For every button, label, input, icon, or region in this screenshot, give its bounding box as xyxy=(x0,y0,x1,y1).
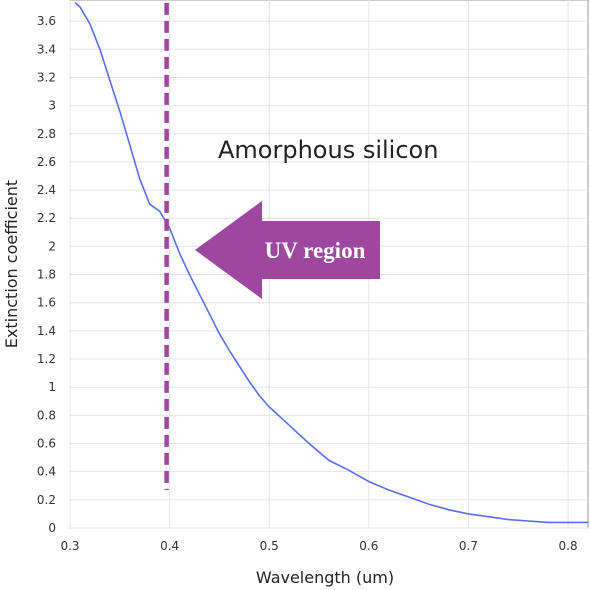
y-tick-label: 1.2 xyxy=(37,352,56,366)
y-tick-label: 0.2 xyxy=(37,493,56,507)
y-tick-label: 2.4 xyxy=(37,183,56,197)
y-axis-title: Extinction coefficient xyxy=(2,180,21,348)
y-tick-label: 0.8 xyxy=(37,408,56,422)
x-tick-label: 0.8 xyxy=(559,539,578,553)
x-tick-label: 0.5 xyxy=(260,539,279,553)
y-tick-label: 2.8 xyxy=(37,127,56,141)
y-tick-label: 3.4 xyxy=(37,42,56,56)
uv-region-label: UV region xyxy=(265,238,366,263)
y-tick-label: 0.6 xyxy=(37,437,56,451)
y-tick-label: 3.2 xyxy=(37,70,56,84)
tick-labels: 0.3 0.4 0.5 0.6 0.7 0.8 0 0.2 0.4 0.6 0.8 1 1.2 1.4 1.… xyxy=(37,14,578,553)
y-tick-label: 2.2 xyxy=(37,211,56,225)
x-tick-label: 0.4 xyxy=(160,539,179,553)
x-axis-title: Wavelength (um) xyxy=(256,568,394,587)
uv-region-arrow xyxy=(195,201,380,299)
y-tick-label: 1.6 xyxy=(37,296,56,310)
extinction-curve xyxy=(74,2,588,524)
amorphous-silicon-annotation: Amorphous silicon xyxy=(218,136,438,164)
y-tick-label: 1.8 xyxy=(37,268,56,282)
y-tick-label: 1 xyxy=(48,380,56,394)
y-tick-label: 2.6 xyxy=(37,155,56,169)
x-tick-label: 0.3 xyxy=(60,539,79,553)
x-tick-label: 0.7 xyxy=(459,539,478,553)
y-tick-label: 3 xyxy=(48,99,56,113)
y-tick-label: 0.4 xyxy=(37,465,56,479)
y-tick-label: 1.4 xyxy=(37,324,56,338)
y-tick-label: 0 xyxy=(48,521,56,535)
grid-lines xyxy=(69,0,588,529)
y-tick-label: 2 xyxy=(48,239,56,253)
x-tick-label: 0.6 xyxy=(359,539,378,553)
y-tick-label: 3.6 xyxy=(37,14,56,28)
